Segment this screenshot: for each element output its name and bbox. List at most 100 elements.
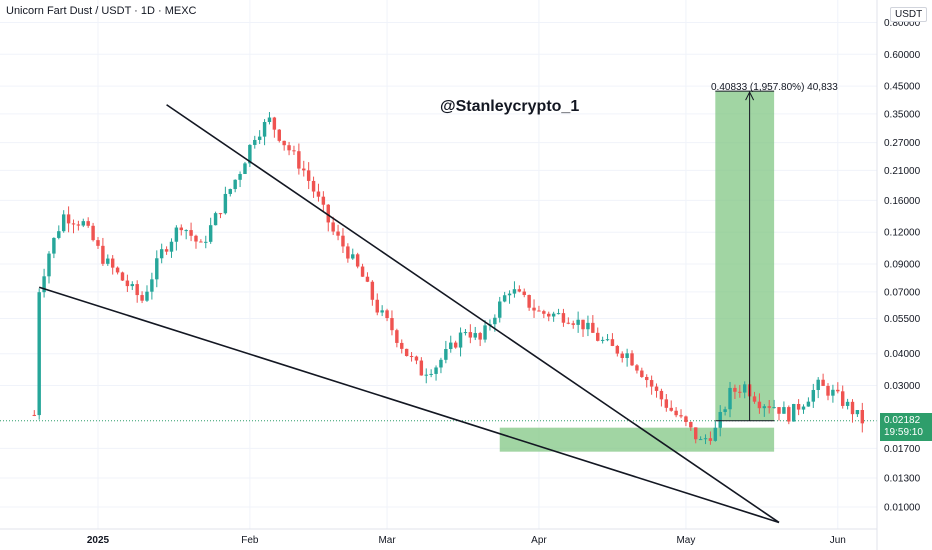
candle-body (42, 276, 46, 293)
time-tick-label: Apr (531, 535, 547, 546)
candle-body (547, 313, 551, 317)
candle-body (796, 403, 801, 410)
candle-body (512, 289, 517, 294)
candle-body (238, 173, 242, 180)
candle-body (272, 117, 277, 130)
candle-body (370, 281, 375, 300)
candle-body (522, 291, 526, 296)
candle-body (615, 345, 620, 354)
candle-body (640, 370, 644, 377)
candle-body (145, 291, 149, 301)
chart-title: Unicorn Fart Dust / USDT · 1D · MEXC (6, 5, 197, 17)
support-zones (499, 91, 775, 452)
candle-body (282, 140, 286, 146)
candles-series (32, 112, 865, 445)
candle-body (551, 313, 556, 317)
candle-body (47, 253, 51, 277)
candle-body (821, 379, 825, 386)
candle-body (424, 374, 428, 376)
candle-body (517, 289, 522, 292)
candle-body (664, 399, 669, 408)
candle-body (581, 319, 585, 330)
candle-body (743, 384, 747, 393)
wedge-upper-line (166, 104, 780, 524)
candle-body (76, 224, 81, 226)
candle-body (297, 151, 301, 169)
candle-body (840, 391, 845, 406)
candle-body (463, 332, 468, 334)
candle-body (61, 214, 66, 232)
candle-body (150, 279, 154, 292)
candle-body (782, 407, 786, 414)
candle-body (679, 415, 683, 417)
candle-body (277, 129, 281, 141)
candle-body (164, 249, 169, 252)
candle-body (32, 414, 37, 416)
candle-body (223, 193, 228, 214)
measure-arrow-head (745, 90, 755, 101)
candle-body (733, 387, 737, 392)
candle-body (57, 231, 61, 238)
candle-body (605, 339, 610, 341)
candle-body (135, 284, 139, 296)
candle-body (120, 272, 125, 281)
candle-body (262, 122, 267, 137)
candle-body (762, 406, 767, 409)
candle-body (419, 360, 424, 376)
price-tick-label: 0.04000 (884, 349, 921, 360)
candle-body (248, 144, 252, 164)
price-tick-label: 0.60000 (884, 50, 921, 61)
candle-body (625, 353, 629, 358)
candle-body (453, 342, 458, 348)
price-tick-label: 0.12000 (884, 228, 921, 239)
price-tick-label: 0.01300 (884, 474, 921, 485)
time-tick-label: 2025 (87, 535, 110, 546)
candle-body (385, 310, 389, 319)
candle-body (395, 330, 399, 343)
candle-body (346, 246, 350, 259)
candle-body (380, 310, 384, 313)
candle-body (458, 332, 463, 348)
candle-body (507, 293, 512, 296)
candle-body (341, 235, 345, 247)
candle-body (174, 227, 179, 242)
candle-body (243, 163, 247, 174)
candle-body (772, 407, 776, 409)
candle-body (723, 409, 727, 412)
candle-body (478, 333, 482, 340)
candle-body (718, 411, 722, 428)
candle-body (860, 410, 865, 424)
candle-body (694, 427, 698, 440)
candle-body (429, 373, 433, 375)
price-tick-label: 0.45000 (884, 82, 921, 93)
candle-body (493, 317, 497, 325)
candle-body (801, 406, 806, 410)
candle-body (125, 280, 130, 287)
candle-body (179, 227, 183, 231)
candle-body (537, 310, 541, 312)
price-tick-label: 0.16000 (884, 196, 921, 207)
candle-body (400, 342, 404, 349)
measurement-tool (715, 90, 775, 422)
candle-body (571, 323, 575, 325)
candle-body (194, 235, 198, 242)
candle-body (414, 356, 419, 361)
time-tick-label: May (676, 535, 695, 546)
candle-body (130, 284, 134, 287)
currency-unit-badge[interactable]: USDT (890, 7, 928, 22)
candle-body (311, 180, 316, 192)
price-tick-label: 0.27000 (884, 138, 921, 149)
candle-body (106, 258, 110, 264)
price-tick-label: 0.35000 (884, 109, 921, 120)
candle-body (831, 389, 835, 396)
candle-body (253, 139, 257, 145)
candle-body (71, 223, 76, 225)
candle-body (791, 403, 796, 422)
candle-body (600, 339, 605, 341)
candle-body (155, 258, 159, 280)
wedge-lower-line (38, 286, 780, 524)
candle-body (591, 322, 595, 333)
candle-body (444, 349, 448, 360)
candle-body (302, 168, 306, 171)
